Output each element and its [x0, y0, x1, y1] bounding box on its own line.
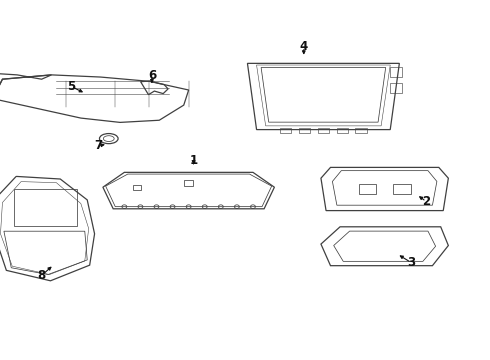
Bar	[337, 127, 348, 133]
Bar	[184, 180, 193, 186]
Text: 1: 1	[190, 154, 197, 167]
Text: 5: 5	[67, 80, 75, 93]
Text: 7: 7	[94, 139, 102, 152]
Text: 8: 8	[38, 269, 46, 282]
Text: 6: 6	[148, 69, 156, 82]
Bar	[356, 127, 368, 133]
Bar	[279, 127, 291, 133]
Text: 3: 3	[408, 256, 416, 269]
Bar	[298, 127, 310, 133]
Bar	[359, 184, 376, 194]
Text: 4: 4	[300, 40, 308, 53]
Bar	[390, 83, 402, 93]
Text: 2: 2	[422, 195, 430, 208]
Bar	[390, 67, 402, 77]
Bar	[393, 184, 411, 194]
Bar	[318, 127, 329, 133]
Bar	[133, 185, 141, 190]
